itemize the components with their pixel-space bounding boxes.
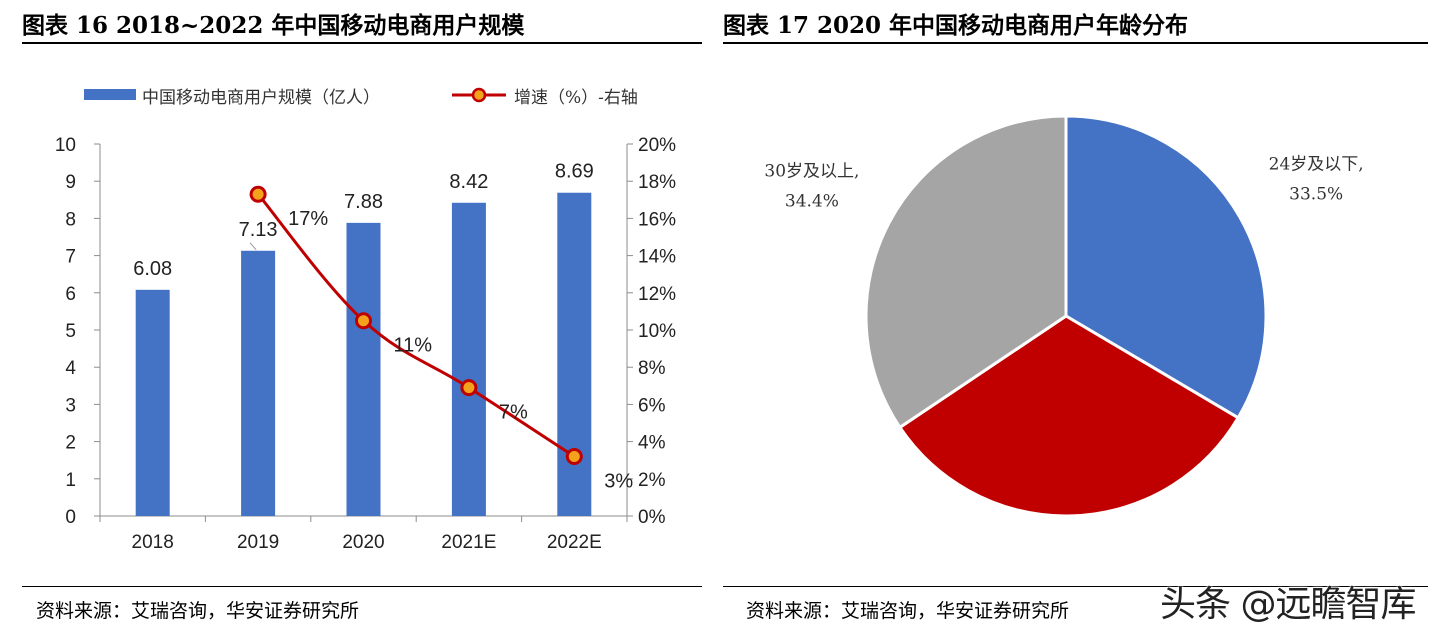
right-y-tick-label: 12% xyxy=(638,284,676,305)
bar xyxy=(241,250,276,516)
left-y-tick-label: 3 xyxy=(65,395,76,416)
right-y-tick-label: 4% xyxy=(638,433,666,454)
right-y-tick-label: 8% xyxy=(638,358,666,379)
bar-value-label: 8.42 xyxy=(449,171,488,193)
left-y-tick-label: 2 xyxy=(65,433,76,454)
legend-line-label: 增速（%）-右轴 xyxy=(514,88,638,108)
x-tick-label: 2021E xyxy=(441,532,496,553)
pie-chart: 24岁及以下,33.5%24~30岁,32.1%30岁及以上,34.4% xyxy=(764,114,1364,518)
left-y-tick-label: 1 xyxy=(65,470,76,491)
x-tick-label: 2020 xyxy=(342,532,384,553)
bar xyxy=(346,222,381,516)
bar xyxy=(451,202,486,516)
x-tick-label: 2022E xyxy=(547,532,602,553)
right-y-tick-label: 20% xyxy=(638,135,676,156)
left-y-tick-label: 5 xyxy=(65,321,76,342)
right-y-tick-label: 2% xyxy=(638,470,666,491)
legend-line-marker xyxy=(471,87,487,103)
right-y-tick-label: 14% xyxy=(638,247,676,268)
right-y-tick-label: 18% xyxy=(638,172,676,193)
x-tick-label: 2019 xyxy=(237,532,279,553)
growth-value-label: 3% xyxy=(604,470,633,492)
left-figure-title: 图表 16 2018~2022 年中国移动电商用户规模 xyxy=(22,12,525,39)
watermark: 头条 @远瞻智库 xyxy=(1160,584,1416,625)
left-y-tick-label: 4 xyxy=(65,358,76,379)
bar-value-label: 8.69 xyxy=(555,161,594,183)
pie-slice-percent: 34.4% xyxy=(785,191,839,211)
x-tick-label: 2018 xyxy=(132,532,174,553)
growth-value-label: 7% xyxy=(499,402,528,424)
bar-value-label: 6.08 xyxy=(133,258,172,280)
bar xyxy=(135,289,170,516)
left-source-note: 资料来源：艾瑞咨询，华安证券研究所 xyxy=(36,600,360,622)
pie-slice xyxy=(897,314,1241,518)
pie-slice-label: 30岁及以上, xyxy=(764,161,859,181)
left-y-tick-label: 10 xyxy=(55,135,76,156)
right-y-tick-label: 0% xyxy=(638,507,666,528)
bar-value-label: 7.88 xyxy=(344,191,383,213)
left-y-tick-label: 6 xyxy=(65,284,76,305)
right-y-tick-label: 6% xyxy=(638,395,666,416)
label-leader xyxy=(249,242,257,251)
growth-value-label: 11% xyxy=(394,335,433,357)
left-y-tick-label: 9 xyxy=(65,172,76,193)
growth-marker xyxy=(249,185,267,203)
pie-slice xyxy=(1064,114,1268,420)
pie-slice xyxy=(864,114,1068,430)
legend-bar-swatch xyxy=(84,89,136,100)
left-y-tick-label: 8 xyxy=(65,209,76,230)
right-source-note: 资料来源：艾瑞咨询，华安证券研究所 xyxy=(746,600,1070,622)
right-title-rule xyxy=(723,42,1428,44)
right-source-rule xyxy=(723,586,1428,587)
right-y-tick-label: 16% xyxy=(638,209,676,230)
right-y-tick-label: 10% xyxy=(638,321,676,342)
left-y-tick-label: 0 xyxy=(65,507,76,528)
growth-marker xyxy=(355,312,372,330)
growth-marker xyxy=(460,379,478,397)
left-y-tick-label: 7 xyxy=(65,247,76,268)
bar-line-chart: 中国移动电商用户规模（亿人） 增速（%）-右轴 0 1 2 3 4 5 6 7 8 9 10 0% 2% 4%… xyxy=(55,87,676,553)
left-source-rule xyxy=(22,586,702,587)
bar xyxy=(557,192,592,516)
growth-value-label: 17% xyxy=(288,208,328,230)
left-title-rule xyxy=(22,42,702,44)
legend-bar-label: 中国移动电商用户规模（亿人） xyxy=(142,88,380,108)
right-figure-title: 图表 17 2020 年中国移动电商用户年龄分布 xyxy=(723,12,1189,39)
growth-line xyxy=(256,193,576,458)
growth-marker xyxy=(565,447,583,465)
pie-slice-label: 24岁及以下, xyxy=(1269,154,1364,174)
pie-slice-percent: 33.5% xyxy=(1289,184,1343,204)
bar-value-label: 7.13 xyxy=(239,219,278,241)
